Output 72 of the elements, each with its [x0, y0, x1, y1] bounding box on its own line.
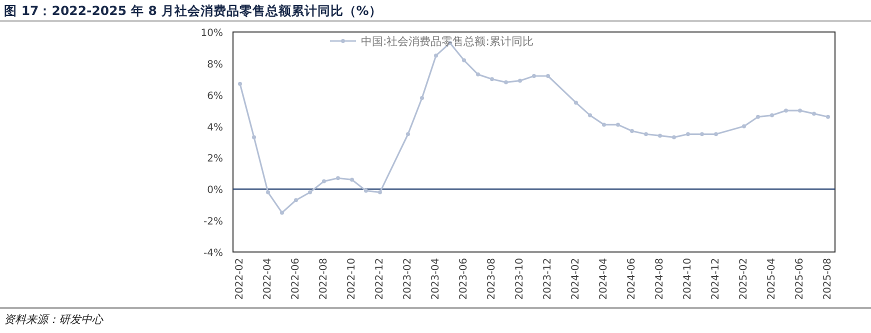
point [378, 190, 382, 194]
point [434, 54, 438, 58]
point [770, 113, 774, 118]
point [700, 132, 704, 136]
point [490, 77, 494, 82]
x-tick-label: 2023-06 [458, 258, 470, 300]
point [280, 210, 284, 215]
point [630, 129, 634, 133]
y-tick-label: 0% [207, 185, 223, 196]
point [266, 190, 270, 194]
y-tick-label: 2% [207, 154, 223, 165]
point [672, 135, 676, 140]
point [252, 135, 256, 140]
x-tick-label: 2025-06 [794, 258, 806, 300]
x-tick-label: 2024-08 [654, 258, 666, 300]
chart-title: 图 17：2022-2025 年 8 月社会消费品零售总额累计同比（%） [4, 3, 382, 18]
x-tick-label: 2022-10 [346, 258, 358, 300]
point [364, 188, 368, 193]
point [826, 114, 830, 119]
x-tick-label: 2022-08 [318, 258, 330, 300]
point [294, 198, 298, 202]
point [518, 78, 522, 83]
x-tick-label: 2022-06 [290, 258, 302, 300]
point [308, 190, 312, 194]
y-tick-label: 8% [207, 59, 223, 70]
legend-label: 中国:社会消费品零售总额:累计同比 [361, 35, 534, 48]
point [406, 132, 410, 136]
x-tick-label: 2023-04 [430, 258, 442, 300]
point [476, 72, 480, 76]
point [798, 108, 802, 113]
point [616, 122, 620, 127]
x-tick-label: 2024-12 [710, 258, 722, 300]
point [812, 112, 816, 116]
point [588, 113, 592, 118]
point [714, 132, 718, 136]
x-tick-label: 2024-10 [682, 258, 694, 300]
point [532, 74, 536, 78]
point [420, 96, 424, 100]
point [644, 132, 648, 136]
x-tick-label: 2022-12 [374, 258, 386, 300]
point [546, 74, 550, 78]
x-tick-label: 2025-04 [766, 258, 778, 300]
y-tick-label: 6% [207, 90, 223, 102]
point [504, 80, 508, 84]
y-tick-label: 10% [200, 28, 223, 39]
point [784, 108, 788, 113]
y-tick-label: -2% [204, 216, 223, 228]
point [322, 179, 326, 184]
x-tick-label: 2024-06 [626, 258, 638, 300]
x-tick-label: 2024-04 [598, 258, 610, 300]
point [238, 82, 242, 86]
x-tick-label: 2025-02 [738, 258, 750, 300]
x-tick-label: 2022-04 [262, 258, 274, 300]
point [602, 122, 606, 127]
y-tick-label: -4% [204, 248, 223, 259]
text: 资料来源：研发中心 [4, 313, 104, 326]
point [336, 176, 340, 180]
x-tick-label: 2023-08 [486, 258, 498, 300]
point [350, 178, 354, 182]
x-tick-label: 2024-02 [570, 258, 582, 300]
x-tick-label: 2023-02 [402, 258, 414, 300]
y-tick-label: 4% [207, 122, 223, 134]
x-tick-label: 2022-02 [234, 258, 246, 300]
point [756, 114, 760, 119]
x-tick-label: 2023-10 [514, 258, 526, 300]
point [742, 124, 746, 128]
x-tick-label: 2025-08 [822, 258, 834, 300]
point [658, 134, 662, 138]
point [574, 100, 578, 105]
point [462, 58, 466, 62]
point [686, 132, 690, 136]
x-tick-label: 2023-12 [542, 258, 554, 300]
